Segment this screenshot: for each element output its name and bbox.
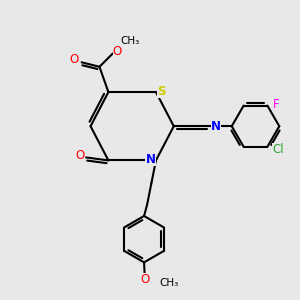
Text: O: O: [140, 273, 149, 286]
Text: CH₃: CH₃: [120, 36, 140, 46]
Text: F: F: [272, 98, 279, 111]
Text: Cl: Cl: [272, 143, 284, 156]
Text: S: S: [157, 85, 166, 98]
Text: N: N: [211, 120, 221, 133]
Text: N: N: [146, 153, 156, 166]
Text: CH₃: CH₃: [159, 278, 178, 288]
Text: O: O: [75, 149, 84, 162]
Text: O: O: [70, 53, 79, 66]
Text: O: O: [113, 45, 122, 58]
